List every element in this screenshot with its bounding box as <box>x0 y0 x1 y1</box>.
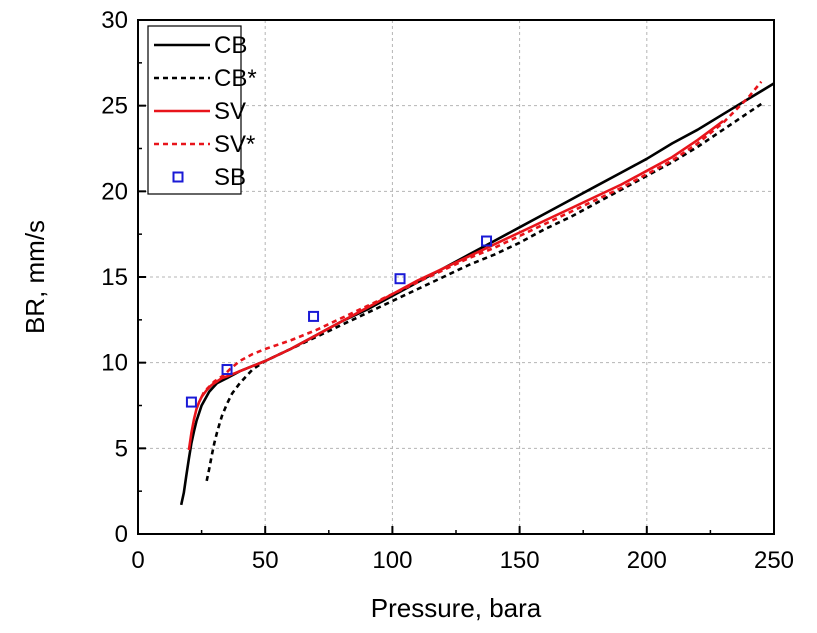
y-axis-title: BR, mm/s <box>20 220 50 334</box>
x-tick-label: 150 <box>500 547 540 574</box>
series-line-sv <box>187 120 724 451</box>
legend-label: CB <box>214 32 247 59</box>
axis-ticks: 0 50 100 150 200 250 0 5 10 15 20 25 30 <box>101 7 794 574</box>
y-tick-label: 15 <box>101 264 128 291</box>
x-tick-label: 0 <box>131 547 144 574</box>
sb-data-point <box>185 396 197 408</box>
y-tick-label: 10 <box>101 350 128 377</box>
legend-label: SB <box>214 164 246 191</box>
legend: CB CB* SV SV* SB <box>147 25 257 195</box>
x-tick-label: 100 <box>372 547 412 574</box>
y-tick-label: 25 <box>101 93 128 120</box>
grid <box>138 20 774 534</box>
y-tick-label: 5 <box>115 435 128 462</box>
x-tick-label: 50 <box>252 547 279 574</box>
sb-data-point <box>481 235 493 247</box>
sb-data-point <box>394 273 406 285</box>
x-axis-title: Pressure, bara <box>371 593 542 623</box>
sb-data-point <box>221 364 233 376</box>
y-tick-label: 30 <box>101 7 128 34</box>
x-tick-label: 250 <box>754 547 794 574</box>
legend-label: CB* <box>214 65 257 92</box>
legend-swatch <box>172 171 184 183</box>
series-line-sv-star <box>200 80 763 398</box>
series-line-cb <box>179 82 775 506</box>
sb-data-point <box>308 310 320 322</box>
series-line-cb-star <box>205 102 763 482</box>
y-tick-label: 0 <box>115 521 128 548</box>
plot-area <box>179 80 775 506</box>
x-tick-label: 200 <box>627 547 667 574</box>
legend-label: SV* <box>214 131 255 158</box>
legend-label: SV <box>214 98 246 125</box>
y-tick-label: 20 <box>101 178 128 205</box>
